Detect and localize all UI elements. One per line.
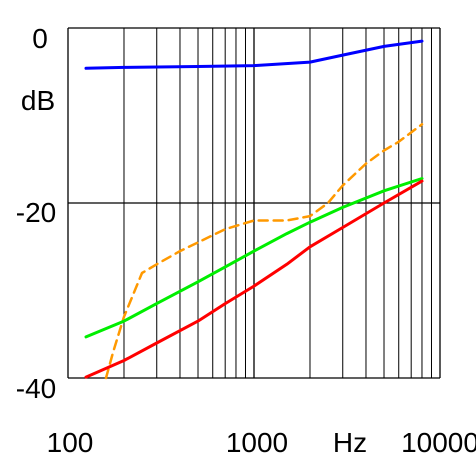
series-line-0	[84, 39, 424, 70]
y-tick-label-1: -20	[16, 197, 56, 228]
series-line-3	[84, 179, 424, 379]
x-tick-label-1: 1000	[226, 427, 288, 458]
x-axis-label: Hz	[333, 427, 367, 458]
y-tick-label-2: -40	[16, 373, 56, 404]
series-line-1	[104, 123, 424, 380]
y-axis-label: dB	[21, 85, 55, 116]
series-line-2	[84, 177, 424, 339]
series-group	[84, 39, 424, 380]
y-tick-label-0: 0	[32, 23, 48, 54]
x-tick-label-2: 10000	[401, 427, 476, 458]
x-tick-label-0: 100	[47, 427, 94, 458]
